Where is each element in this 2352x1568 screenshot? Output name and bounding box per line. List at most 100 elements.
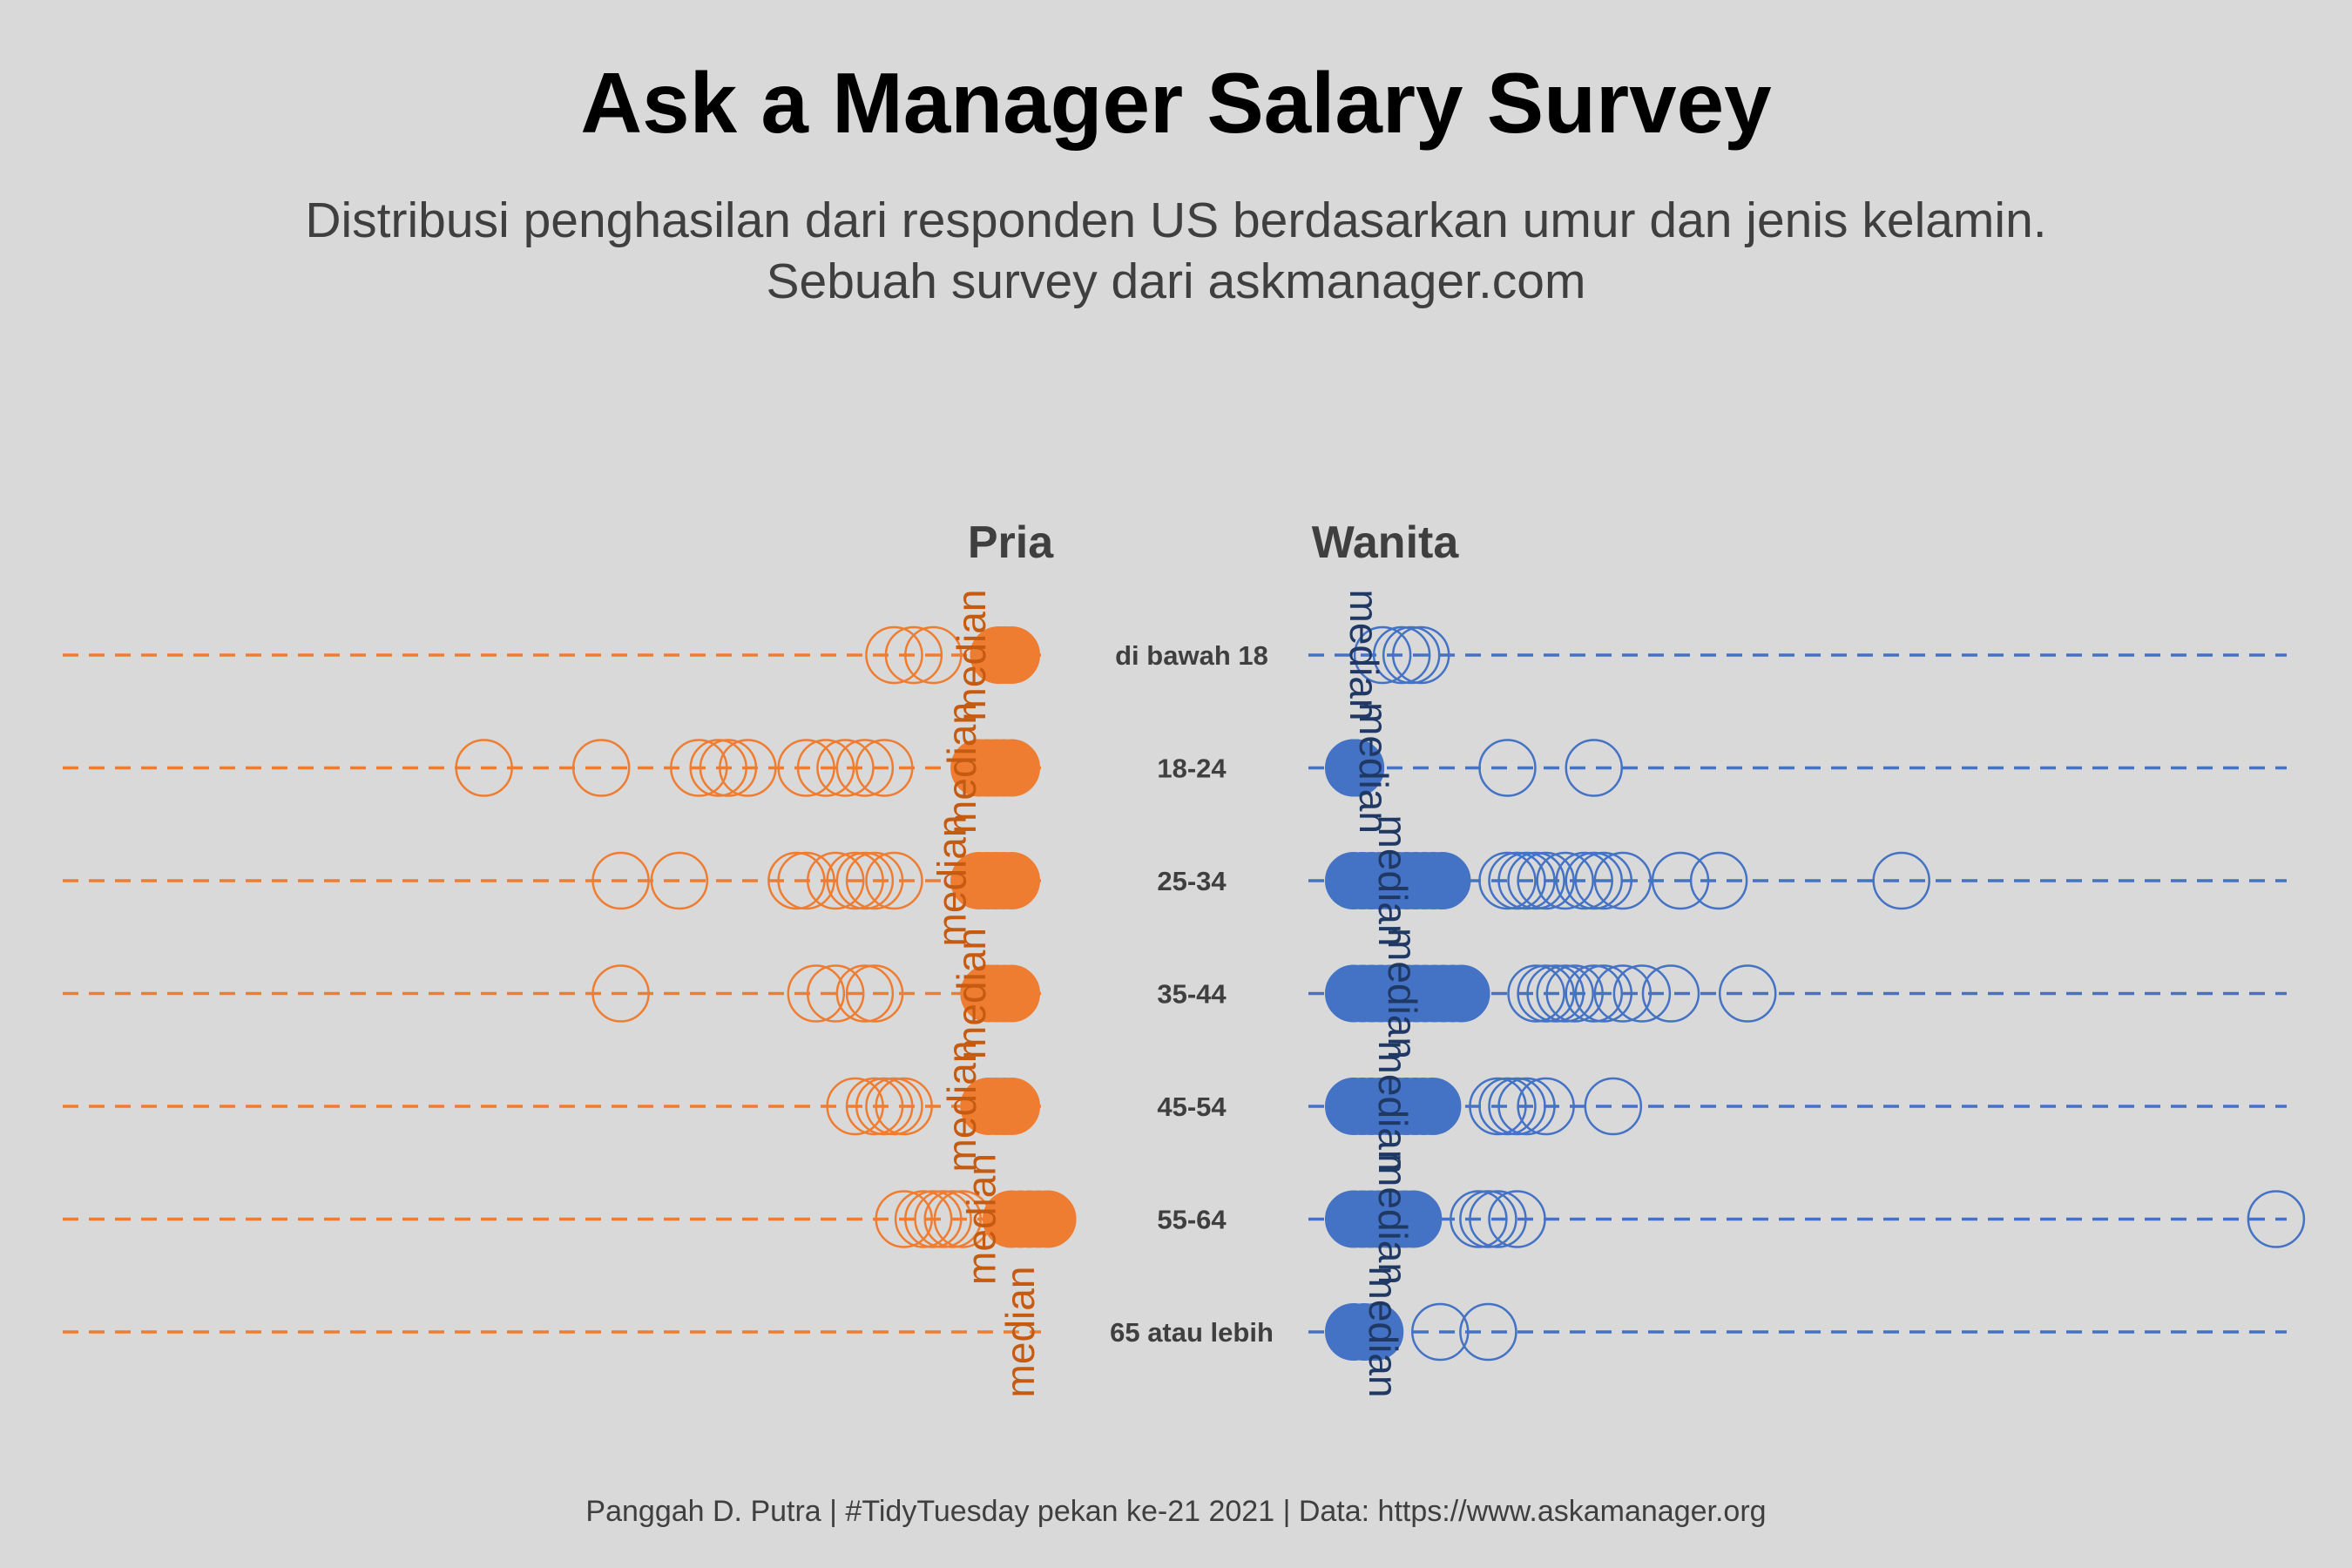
median-label: median — [1361, 1267, 1406, 1398]
data-point-dense — [950, 852, 1009, 909]
data-point — [1372, 625, 1431, 685]
data-point — [1411, 1302, 1470, 1362]
data-point — [1536, 964, 1594, 1023]
age-label: 35-44 — [1157, 979, 1227, 1010]
median-label: median — [997, 1267, 1043, 1398]
age-label: 55-64 — [1157, 1205, 1227, 1235]
data-point — [1469, 1077, 1527, 1136]
data-point — [1517, 1077, 1575, 1136]
data-point — [826, 1077, 884, 1136]
data-points — [455, 625, 2306, 1362]
data-point-dense — [1384, 1190, 1443, 1248]
data-point — [650, 851, 709, 910]
data-point — [777, 739, 835, 797]
data-point — [2247, 1190, 2306, 1248]
data-point — [1565, 739, 1623, 797]
data-point — [1459, 1190, 1517, 1248]
data-point — [894, 1190, 953, 1248]
age-label: 65 atau lebih — [1110, 1317, 1274, 1348]
data-point — [1565, 851, 1623, 910]
data-point — [826, 851, 884, 910]
data-point-dense — [1432, 964, 1490, 1023]
data-point — [835, 964, 895, 1023]
data-point — [1488, 1077, 1546, 1136]
data-point — [884, 625, 943, 685]
chart-title: Ask a Manager Salary Survey — [580, 55, 1772, 151]
data-point-dense — [1403, 1078, 1462, 1135]
data-point — [1497, 1077, 1556, 1136]
data-point — [1517, 851, 1575, 910]
median-label: median — [939, 702, 984, 834]
data-point — [1612, 964, 1672, 1023]
data-point — [1526, 964, 1585, 1023]
data-point — [845, 1077, 904, 1136]
data-point — [914, 1190, 972, 1248]
median-label: median — [949, 590, 994, 721]
median-label: median — [929, 815, 975, 947]
data-point — [855, 1077, 914, 1136]
data-point — [1478, 1077, 1537, 1136]
age-label: 25-34 — [1157, 866, 1227, 896]
data-point — [923, 1190, 982, 1248]
data-point — [1536, 851, 1594, 910]
data-point — [904, 625, 963, 685]
data-point — [1382, 625, 1441, 685]
data-point — [455, 739, 513, 797]
data-point — [1488, 1190, 1546, 1248]
data-point — [1574, 964, 1633, 1023]
data-point-dense — [1327, 739, 1385, 797]
data-point — [1478, 851, 1537, 910]
data-point — [1689, 851, 1748, 910]
data-point — [1574, 851, 1633, 910]
data-point — [855, 739, 914, 797]
data-point — [1872, 851, 1930, 910]
data-point — [865, 625, 923, 685]
data-point — [1353, 625, 1412, 685]
data-point — [1391, 625, 1450, 685]
chart-caption: Panggah D. Putra | #TidyTuesday pekan ke… — [585, 1495, 1767, 1528]
data-point — [591, 851, 650, 910]
data-point-dense — [970, 626, 1028, 684]
data-point — [865, 1077, 923, 1136]
data-point — [787, 964, 846, 1023]
panel-label-wanita: Wanita — [1312, 517, 1460, 568]
data-point — [1651, 851, 1710, 910]
data-point — [845, 851, 904, 910]
data-point — [1488, 851, 1546, 910]
data-point — [1641, 964, 1700, 1023]
data-point — [845, 964, 904, 1023]
data-point — [1459, 1302, 1517, 1362]
data-point — [670, 739, 728, 797]
data-point — [571, 739, 631, 797]
data-point — [1593, 851, 1652, 910]
data-point — [1469, 1190, 1527, 1248]
data-point — [777, 851, 835, 910]
data-point — [865, 851, 923, 910]
chart-subtitle: Distribusi penghasilan dari responden US… — [0, 190, 2352, 312]
median-label: median — [1351, 702, 1396, 834]
data-point — [796, 739, 855, 797]
data-point — [1584, 1077, 1643, 1136]
data-point-dense — [960, 964, 1018, 1023]
age-label: di bawah 18 — [1115, 640, 1268, 671]
data-point — [1507, 964, 1565, 1023]
subtitle-line-1: Distribusi penghasilan dari responden US… — [305, 193, 2047, 248]
data-point — [1545, 964, 1604, 1023]
data-point — [875, 1190, 933, 1248]
data-point-dense — [950, 739, 1009, 797]
data-point — [835, 851, 895, 910]
data-point-dense — [1018, 1190, 1077, 1248]
median-label: median — [1342, 590, 1387, 721]
data-point — [816, 739, 875, 797]
subtitle-line-2: Sebuah survey dari askmanager.com — [766, 253, 1586, 309]
data-point — [1497, 851, 1556, 910]
data-point-dense — [1413, 852, 1471, 909]
data-point — [933, 1190, 992, 1248]
median-label: median — [939, 1041, 984, 1173]
median-label: median — [1370, 1041, 1416, 1173]
median-label: median — [1380, 928, 1425, 1059]
data-point — [875, 1077, 933, 1136]
